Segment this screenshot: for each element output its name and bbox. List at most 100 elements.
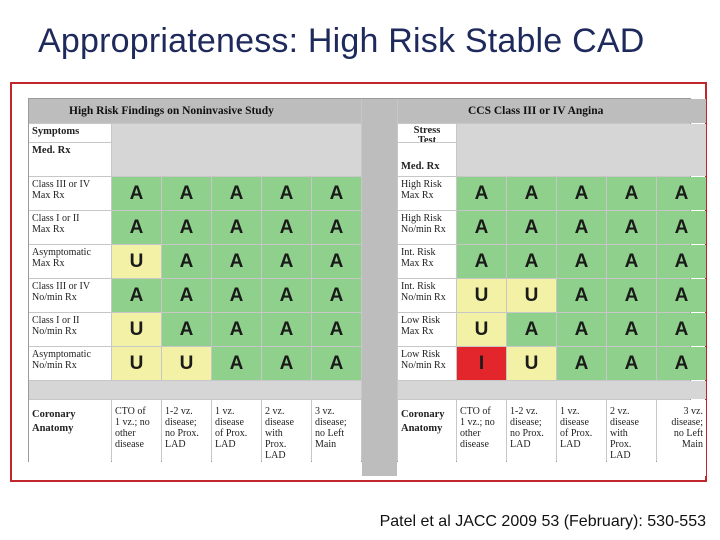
anatomy-cell-line: disease; [165,417,197,428]
right-row-label: High Risk Max Rx [398,177,456,210]
right-row-label-line: Max Rx [401,190,434,201]
rating-cell: A [112,279,161,312]
left-row-label: Class I or II No/min Rx [29,313,111,346]
anatomy-cell-line: disease; [671,417,703,428]
rating-cell: A [607,313,656,346]
rating-cell: A [212,245,261,278]
anatomy-cell-line: 3 vz. [683,406,703,417]
left-anatomy-label-line: Anatomy [32,423,74,434]
rating-cell: A [162,177,211,210]
rating-cell: A [507,245,556,278]
anatomy-cell-line: LAD [560,439,581,450]
anatomy-cell-line: with [610,428,628,439]
anatomy-cell-line: of Prox. [560,428,593,439]
anatomy-cell-line: disease [610,417,639,428]
left-colhead-spacer [112,124,361,176]
citation: Patel et al JACC 2009 53 (February): 530… [379,513,706,530]
anatomy-cell-line: no Left [673,428,703,439]
anatomy-cell-line: CTO of [460,406,491,417]
rating-cell: A [457,211,506,244]
anatomy-cell-line: disease; [510,417,542,428]
rating-cell: A [507,211,556,244]
rating-cell: A [112,177,161,210]
anatomy-cell-line: disease; [315,417,347,428]
right-medrx-label: Med. Rx [398,143,456,176]
rating-cell: A [657,313,706,346]
anatomy-cell-line: disease [560,417,589,428]
right-panel-header: CCS Class III or IV Angina [398,99,706,123]
rating-cell: A [607,347,656,380]
anatomy-cell-line: 3 vz. [315,406,335,417]
right-row-label-line: Max Rx [401,326,434,337]
stress-test-label: Stress Test [398,124,456,142]
right-row-label: Low Risk No/min Rx [398,347,456,380]
rating-cell: A [607,279,656,312]
rating-cell: A [212,313,261,346]
anatomy-cell-line: disease [115,439,144,450]
anatomy-cell-line: LAD [215,439,236,450]
rating-cell: A [162,211,211,244]
anatomy-cell-line: Prox. [610,439,632,450]
anatomy-cell: 1-2 vz. disease; no Prox. LAD [162,400,211,476]
anatomy-cell-line: 2 vz. [265,406,285,417]
rating-cell: A [607,211,656,244]
left-anatomy-label-line: Coronary [32,409,76,420]
anatomy-cell-line: 1 vz.; no [115,417,150,428]
rating-cell: U [112,245,161,278]
rating-cell: A [162,313,211,346]
rating-cell: U [457,279,506,312]
left-row-label-line: Max Rx [32,224,65,235]
left-row-label: Class III or IV Max Rx [29,177,111,210]
anatomy-cell: CTO of 1 vz.; no other disease [457,400,506,476]
rating-cell: A [212,177,261,210]
anatomy-cell-line: 1-2 vz. [510,406,538,417]
left-row-label-line: Asymptomatic [32,247,91,258]
rating-cell: A [262,313,311,346]
anatomy-cell-line: CTO of [115,406,146,417]
left-row-label-line: Max Rx [32,190,65,201]
right-row-label: High Risk No/min Rx [398,211,456,244]
rating-cell: A [162,279,211,312]
left-row-label-line: Asymptomatic [32,349,91,360]
right-colhead-spacer [457,124,706,176]
right-row-label: Int. Risk No/min Rx [398,279,456,312]
rating-cell: A [457,177,506,210]
left-anatomy-label: Coronary Anatomy [29,400,111,476]
anatomy-cell-line: of Prox. [215,428,248,439]
anatomy-cell-line: 1-2 vz. [165,406,193,417]
left-panel-header: High Risk Findings on Noninvasive Study [29,99,361,123]
anatomy-cell-line: Prox. [265,439,287,450]
right-row-label-line: Low Risk [401,315,441,326]
right-anatomy-label-line: Coronary [401,409,445,420]
right-row-label-line: No/min Rx [401,360,446,371]
anatomy-cell-line: LAD [610,450,631,461]
appropriateness-table: High Risk Findings on Noninvasive Study C… [28,98,706,476]
stress-test-label-line: Test [417,135,437,142]
rating-cell: A [162,245,211,278]
right-row-label-line: High Risk [401,179,442,190]
left-row-label: Class III or IV No/min Rx [29,279,111,312]
rating-cell: I [457,347,506,380]
rating-cell: A [312,177,361,210]
left-row-label: Class I or II Max Rx [29,211,111,244]
rating-cell: A [657,347,706,380]
rating-cell: A [557,313,606,346]
anatomy-cell: 3 vz. disease; no Left Main [312,400,361,476]
rating-cell: U [162,347,211,380]
symptoms-label: Symptoms [29,124,111,142]
anatomy-cell-line: with [265,428,283,439]
panel-divider [362,99,397,476]
anatomy-cell-line: Main [681,439,703,450]
rating-cell: U [112,347,161,380]
rating-cell: A [262,347,311,380]
anatomy-cell: 1 vz. disease of Prox. LAD [212,400,261,476]
right-row-label-line: Low Risk [401,349,441,360]
left-row-label: Asymptomatic No/min Rx [29,347,111,380]
right-separator-row [398,381,706,399]
rating-cell: A [557,347,606,380]
left-row-label: Asymptomatic Max Rx [29,245,111,278]
rating-cell: A [457,245,506,278]
right-row-label-line: No/min Rx [401,224,446,235]
anatomy-cell-line: 1 vz. [215,406,235,417]
rating-cell: A [112,211,161,244]
